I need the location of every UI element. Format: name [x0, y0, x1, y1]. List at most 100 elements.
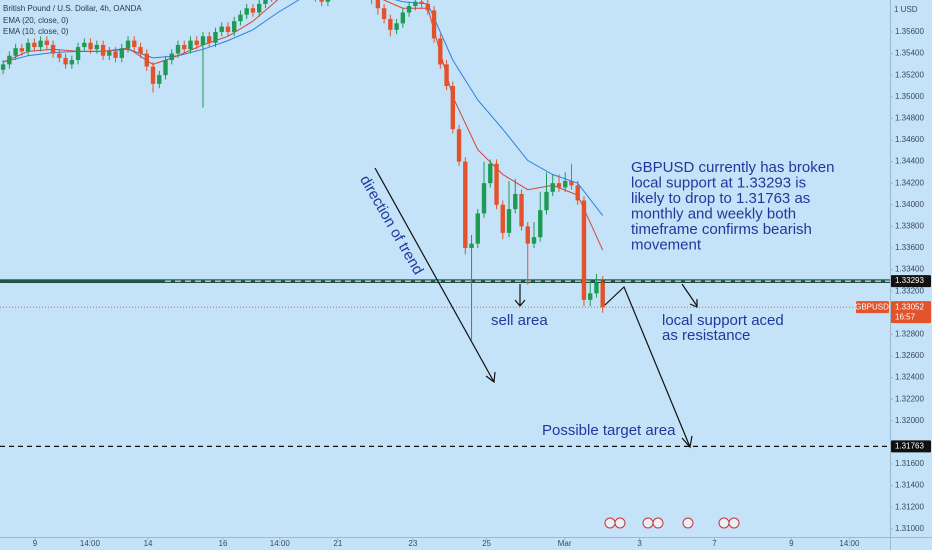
target-label: Possible target area	[542, 422, 676, 439]
candle-body	[57, 53, 62, 58]
candle-body	[244, 8, 249, 15]
flag-icon	[682, 517, 694, 529]
y-tick-label: 1.34400	[895, 157, 924, 166]
projection-path	[604, 285, 691, 448]
candle-body	[413, 1, 418, 7]
level-label: 1.31763	[895, 441, 924, 450]
x-tick-label: 14:00	[839, 539, 860, 548]
candle-body	[506, 209, 512, 233]
drawings	[374, 167, 698, 449]
candle-body	[7, 55, 12, 65]
candle-body	[481, 183, 487, 214]
analysis-text: monthly and weekly both	[631, 205, 796, 222]
candle-body	[500, 204, 505, 233]
y-tick-label: 1.31200	[895, 502, 924, 511]
candle-body	[94, 44, 99, 50]
candle-body	[169, 53, 174, 61]
candle-body	[113, 51, 118, 58]
analysis-text: movement	[631, 236, 702, 253]
y-tick-label: 1.34600	[895, 135, 924, 144]
candle-body	[88, 42, 93, 50]
y-tick-label: 1.33800	[895, 221, 924, 230]
resistance-label: local support aced	[662, 312, 784, 329]
level-label-bg	[891, 440, 931, 453]
candle-body	[144, 53, 149, 67]
arrow-head	[689, 299, 698, 308]
flag-icon	[642, 517, 654, 529]
candle-body	[194, 40, 199, 45]
candle-body	[257, 3, 262, 13]
flag-icon	[718, 517, 730, 529]
candle-body	[319, 0, 324, 2]
candle-body	[463, 161, 468, 248]
x-tick-label: 25	[482, 539, 491, 548]
candle-body	[513, 193, 518, 210]
indicator-label: EMA (10, close, 0)	[3, 27, 69, 36]
candle-body	[38, 40, 43, 48]
y-tick-label: 1.33200	[895, 286, 924, 295]
chart-title: British Pound / U.S. Dollar, 4h, OANDA	[3, 4, 142, 13]
trend-arrow	[374, 167, 495, 383]
candle-body	[163, 60, 168, 76]
candle-body	[575, 185, 580, 201]
x-tick-label: Mar	[558, 539, 572, 548]
y-tick-label: 1.31400	[895, 481, 924, 490]
last-price-bg	[891, 301, 931, 324]
candle-body	[400, 12, 406, 24]
candle-body	[544, 191, 549, 211]
candle-body	[82, 42, 87, 48]
x-tick-label: 14	[144, 539, 153, 548]
candle-body	[456, 129, 462, 162]
candle-body	[444, 64, 449, 86]
analysis-text: likely to drop to 1.31763 as	[631, 190, 810, 207]
candle-body	[207, 36, 212, 43]
candle-body	[50, 44, 56, 54]
analysis-text: local support at 1.33293 is	[631, 174, 806, 191]
candle-body	[388, 19, 393, 30]
y-tick-label: 1.32000	[895, 416, 924, 425]
candle-body	[519, 193, 524, 227]
candle-body	[138, 47, 143, 54]
candle-body	[469, 243, 474, 248]
candle-body	[150, 66, 156, 84]
candle-body	[531, 237, 537, 244]
plot-area	[0, 0, 890, 448]
flag-icon	[652, 517, 664, 529]
candle-body	[75, 47, 81, 61]
candle-body	[381, 8, 387, 20]
y-tick-label: 1.32800	[895, 329, 924, 338]
analysis-text: timeframe confirms bearish	[631, 221, 812, 238]
candle-body	[600, 282, 605, 308]
candle-body	[232, 21, 237, 32]
y-tick-label: 1.32200	[895, 394, 924, 403]
candle-body	[525, 226, 530, 244]
flag-icon	[604, 517, 616, 529]
y-tick-label: 1.31000	[895, 524, 924, 533]
y-tick-label: 1.35200	[895, 70, 924, 79]
candle-body	[188, 40, 193, 50]
indicator-label: EMA (20, close, 0)	[3, 16, 69, 25]
candle-body	[132, 40, 137, 48]
candle-body	[175, 44, 181, 54]
candle-body	[488, 163, 493, 184]
candle-body	[325, 0, 331, 2]
candle-body	[594, 282, 599, 294]
x-tick-label: 7	[712, 539, 717, 548]
candle-body	[25, 42, 31, 52]
flag-icon	[728, 517, 740, 529]
event-flags	[604, 517, 740, 529]
flag-icon	[614, 517, 626, 529]
y-tick-label: 1.32400	[895, 373, 924, 382]
x-tick-label: 9	[789, 539, 794, 548]
symbol-label: GBPUSD	[855, 302, 889, 311]
candle-body	[494, 163, 499, 205]
candle-body	[450, 85, 455, 130]
symbol-label-bg	[856, 301, 889, 314]
countdown-label: 16:57	[895, 312, 916, 321]
arrow-head	[514, 299, 526, 307]
candle-body	[419, 1, 424, 4]
candle-body	[182, 44, 187, 50]
candle-body	[438, 38, 443, 65]
